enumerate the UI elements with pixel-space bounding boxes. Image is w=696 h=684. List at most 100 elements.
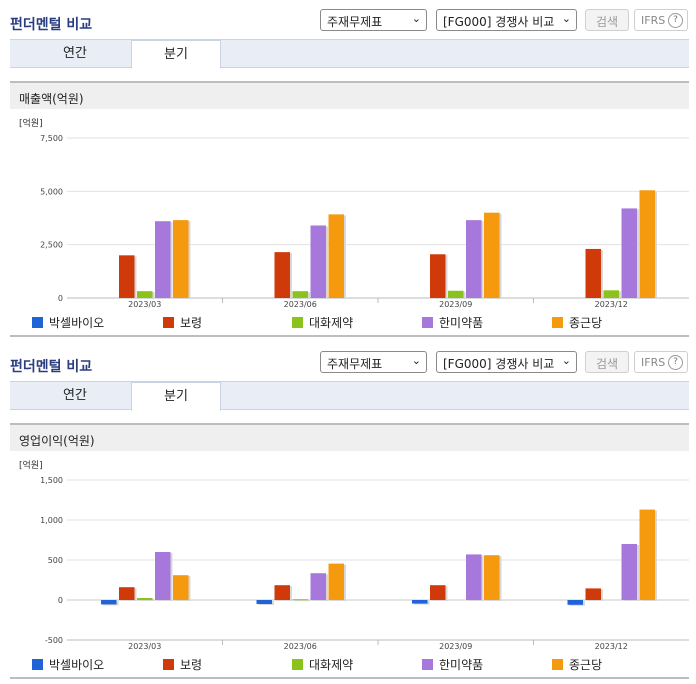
legend-swatch xyxy=(422,659,433,670)
y-tick-label: 1,500 xyxy=(40,476,63,485)
tab-quarterly[interactable]: 분기 xyxy=(131,382,221,411)
ifrs-label: IFRS xyxy=(641,356,666,369)
x-tick-label: 2023/09 xyxy=(439,300,472,309)
bar xyxy=(119,587,135,600)
legend-label: 보령 xyxy=(180,658,203,672)
report-type-value: 주재무제표 xyxy=(327,15,383,29)
fundamental-panel-operating-profit: 펀더멘털 비교 주재무제표 ⌄ [FG000] 경쟁사 비교 ⌄ 검색 IFRS… xyxy=(0,342,696,684)
y-tick-label: 0 xyxy=(58,596,63,605)
legend-swatch xyxy=(292,317,303,328)
bar xyxy=(567,600,583,605)
bar xyxy=(484,212,500,298)
legend-swatch xyxy=(552,317,563,328)
bar xyxy=(585,248,601,298)
bar xyxy=(430,585,446,600)
tab-quarterly[interactable]: 분기 xyxy=(131,40,221,69)
bar xyxy=(412,600,428,604)
legend-label: 보령 xyxy=(180,316,203,330)
legend-label: 박셀바이오 xyxy=(49,316,105,330)
legend-label: 대화제약 xyxy=(309,658,354,672)
help-icon: ? xyxy=(668,355,683,370)
bar xyxy=(430,254,446,298)
compare-group-select[interactable]: [FG000] 경쟁사 비교 ⌄ xyxy=(436,351,577,373)
bar xyxy=(639,509,655,600)
bar xyxy=(119,255,135,298)
y-tick-label: 7,500 xyxy=(40,134,63,143)
legend-label: 대화제약 xyxy=(309,316,354,330)
bar xyxy=(137,291,153,298)
legend-swatch xyxy=(163,317,174,328)
chevron-down-icon: ⌄ xyxy=(411,12,421,25)
legend-item[interactable]: 대화제약 xyxy=(292,314,353,331)
y-tick-label: -500 xyxy=(45,636,63,645)
period-tabs: 연간 분기 xyxy=(10,39,689,69)
chevron-down-icon: ⌄ xyxy=(561,12,571,25)
legend-item[interactable]: 한미약품 xyxy=(422,314,483,331)
legend-item[interactable]: 대화제약 xyxy=(292,656,353,673)
legend-item[interactable]: 박셀바이오 xyxy=(32,656,104,673)
bar xyxy=(466,554,482,600)
legend-item[interactable]: 한미약품 xyxy=(422,656,483,673)
period-tabs: 연간 분기 xyxy=(10,381,689,411)
bar xyxy=(137,598,153,600)
legend-swatch xyxy=(552,659,563,670)
bar xyxy=(310,225,326,298)
x-tick-label: 2023/12 xyxy=(595,300,628,309)
bar xyxy=(292,599,308,601)
x-tick-label: 2023/06 xyxy=(284,642,317,651)
bar xyxy=(274,252,290,298)
report-type-select[interactable]: 주재무제표 ⌄ xyxy=(320,9,427,31)
revenue-bar-chart: [억원] 0 2,500 5,000 7,500 2023/03 2023/06 2023/0… xyxy=(19,117,689,309)
bar xyxy=(484,555,500,600)
bar xyxy=(585,588,601,600)
y-tick-label: 0 xyxy=(58,294,63,303)
legend-item[interactable]: 박셀바이오 xyxy=(32,314,104,331)
legend-swatch xyxy=(422,317,433,328)
y-tick-label: 1,000 xyxy=(40,516,63,525)
legend-item[interactable]: 종근당 xyxy=(552,314,602,331)
compare-group-value: [FG000] 경쟁사 비교 xyxy=(443,15,555,29)
bar-shadow xyxy=(294,600,310,602)
bar xyxy=(274,585,290,600)
y-tick-label: 500 xyxy=(48,556,63,565)
y-tick-label: 2,500 xyxy=(40,241,63,250)
legend-label: 종근당 xyxy=(569,316,603,330)
ifrs-help-button[interactable]: IFRS ? xyxy=(634,9,688,31)
x-tick-label: 2023/03 xyxy=(128,642,161,651)
y-tick-label: 5,000 xyxy=(40,187,63,196)
bar xyxy=(155,221,171,298)
bar xyxy=(466,220,482,298)
panel-title: 펀더멘털 비교 xyxy=(10,17,93,33)
tab-annual[interactable]: 연간 xyxy=(63,46,87,61)
legend-item[interactable]: 보령 xyxy=(163,314,202,331)
ifrs-help-button[interactable]: IFRS ? xyxy=(634,351,688,373)
legend-item[interactable]: 보령 xyxy=(163,656,202,673)
bar xyxy=(328,563,344,600)
unit-label: [억원] xyxy=(19,459,43,471)
chart-legend: 박셀바이오 보령 대화제약 한미약품 종근당 xyxy=(10,309,689,337)
legend-item[interactable]: 종근당 xyxy=(552,656,602,673)
tab-annual[interactable]: 연간 xyxy=(63,388,87,403)
bar xyxy=(155,552,171,600)
fundamental-panel-revenue: 펀더멘털 비교 주재무제표 ⌄ [FG000] 경쟁사 비교 ⌄ 검색 IFRS… xyxy=(10,9,689,337)
bar xyxy=(448,290,464,298)
help-icon: ? xyxy=(668,13,683,28)
x-tick-label: 2023/09 xyxy=(439,642,472,651)
legend-swatch xyxy=(32,317,43,328)
x-tick-label: 2023/06 xyxy=(284,300,317,309)
search-button[interactable]: 검색 xyxy=(585,351,629,373)
section-title: 매출액(억원) xyxy=(10,81,689,109)
compare-group-value: [FG000] 경쟁사 비교 xyxy=(443,357,555,371)
chart-legend: 박셀바이오 보령 대화제약 한미약품 종근당 xyxy=(10,651,689,679)
chevron-down-icon: ⌄ xyxy=(411,354,421,367)
legend-label: 한미약품 xyxy=(439,316,484,330)
chevron-down-icon: ⌄ xyxy=(561,354,571,367)
report-type-value: 주재무제표 xyxy=(327,357,383,371)
bar xyxy=(328,214,344,298)
report-type-select[interactable]: 주재무제표 ⌄ xyxy=(320,351,427,373)
legend-label: 박셀바이오 xyxy=(49,658,105,672)
compare-group-select[interactable]: [FG000] 경쟁사 비교 ⌄ xyxy=(436,9,577,31)
legend-swatch xyxy=(292,659,303,670)
panel-title: 펀더멘털 비교 xyxy=(10,359,93,375)
search-button[interactable]: 검색 xyxy=(585,9,629,31)
